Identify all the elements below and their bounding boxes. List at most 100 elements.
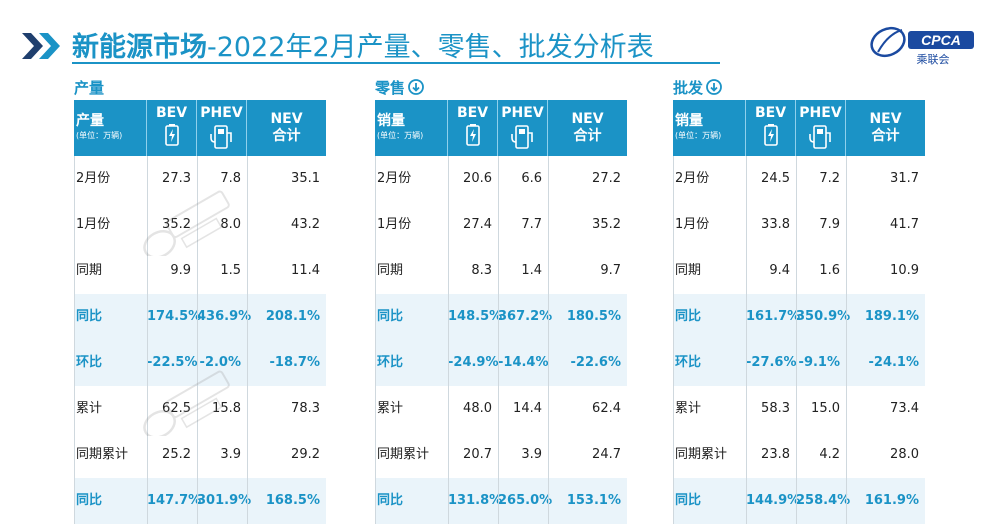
battery-icon [763, 124, 778, 146]
column-divider [448, 156, 449, 524]
row-label: 2月份 [377, 171, 412, 186]
table-row: 同比 131.8% 265.0% 153.1% [375, 478, 627, 524]
section-label-text: 批发 [673, 78, 704, 97]
row-label: 环比 [76, 355, 103, 370]
cell-phev: 6.6 [521, 171, 542, 186]
row-label: 环比 [675, 355, 702, 370]
header-metric-name: 产量 [76, 113, 104, 129]
header-cell-bev: BEV [746, 100, 796, 156]
header-nev-label: NEV [571, 111, 604, 127]
cell-phev: 436.9% [197, 309, 252, 324]
header-cell-phev: PHEV [498, 100, 548, 156]
cell-phev: 3.9 [521, 447, 542, 462]
row-label: 同比 [675, 493, 702, 508]
table-left-edge [74, 156, 75, 524]
cell-phev: 7.7 [521, 217, 542, 232]
header-cell-phev: PHEV [796, 100, 846, 156]
table-row: 环比 -22.5% -2.0% -18.7% [74, 340, 326, 386]
header-metric-name: 销量 [675, 113, 703, 129]
cell-bev: -24.9% [448, 355, 499, 370]
cell-bev: 33.8 [761, 217, 790, 232]
title-underline [72, 62, 720, 64]
header-nev-sub-label: 合计 [573, 128, 602, 144]
column-divider [197, 156, 198, 524]
cell-nev: 9.7 [600, 263, 621, 278]
cell-nev: 180.5% [566, 309, 621, 324]
header-bev-label: BEV [155, 105, 188, 121]
page-header: 新能源市场-2022年2月产量、零售、批发分析表 CPCA 乘联会 [0, 0, 1000, 74]
page-title-bold: 新能源市场 [72, 32, 207, 63]
table-row: 同期 9.4 1.6 10.9 [673, 248, 925, 294]
cell-bev: 8.3 [471, 263, 492, 278]
table-row: 环比 -24.9% -14.4% -22.6% [375, 340, 627, 386]
section-label: 零售 [375, 76, 424, 98]
table-row: 同期 8.3 1.4 9.7 [375, 248, 627, 294]
table-header: 产量 (单位：万辆) BEV PHEV NEV 合计 [74, 100, 326, 156]
header-nev-sub-label: 合计 [272, 128, 301, 144]
table-row: 同比 147.7% 301.9% 168.5% [74, 478, 326, 524]
charging-station-icon [510, 125, 533, 149]
header-nev-sub-label: 合计 [871, 128, 900, 144]
cell-phev: 15.8 [212, 401, 241, 416]
table-row: 2月份 27.3 7.8 35.1 [74, 156, 326, 202]
section-label: 批发 [673, 76, 722, 98]
header-phev-label: PHEV [200, 105, 243, 121]
cell-phev: 14.4 [513, 401, 542, 416]
page-title: 新能源市场-2022年2月产量、零售、批发分析表 [72, 25, 654, 64]
table-row: 1月份 35.2 8.0 43.2 [74, 202, 326, 248]
cell-bev: 20.6 [463, 171, 492, 186]
row-label: 1月份 [377, 217, 412, 232]
cell-nev: 62.4 [592, 401, 621, 416]
cell-phev: 1.6 [819, 263, 840, 278]
column-divider [498, 156, 499, 524]
battery-icon [164, 124, 179, 146]
column-divider [247, 156, 248, 524]
cell-nev: 168.5% [265, 493, 320, 508]
cell-bev: 131.8% [448, 493, 503, 508]
cell-phev: 7.2 [819, 171, 840, 186]
row-label: 1月份 [675, 217, 710, 232]
battery-icon-wrap [465, 124, 480, 150]
battery-icon-wrap [164, 124, 179, 150]
cell-nev: 10.9 [890, 263, 919, 278]
cell-bev: 20.7 [463, 447, 492, 462]
cell-bev: 27.4 [463, 217, 492, 232]
header-bev-label: BEV [456, 105, 489, 121]
header-cell-metric: 销量 (单位：万辆) [673, 100, 746, 156]
header-metric-name: 销量 [377, 113, 405, 129]
cell-bev: 24.5 [761, 171, 790, 186]
cell-bev: 23.8 [761, 447, 790, 462]
row-label: 同期累计 [76, 447, 129, 462]
down-arrow-circle-icon [408, 79, 424, 95]
table-row: 累计 62.5 15.8 78.3 [74, 386, 326, 432]
cell-bev: 62.5 [162, 401, 191, 416]
cell-nev: 29.2 [291, 447, 320, 462]
cell-phev: 258.4% [796, 493, 851, 508]
cell-bev: 174.5% [147, 309, 202, 324]
header-phev-label: PHEV [501, 105, 544, 121]
charging-icon-wrap [209, 124, 234, 154]
row-label: 同期 [377, 263, 404, 278]
table-row: 累计 48.0 14.4 62.4 [375, 386, 627, 432]
section-label: 产量 [74, 76, 104, 98]
page-title-rest: -2022年2月产量、零售、批发分析表 [207, 32, 654, 63]
table-row: 环比 -27.6% -9.1% -24.1% [673, 340, 925, 386]
cell-phev: 367.2% [498, 309, 553, 324]
cell-phev: -14.4% [498, 355, 549, 370]
table-row: 同比 148.5% 367.2% 180.5% [375, 294, 627, 340]
cell-nev: 161.9% [864, 493, 919, 508]
table-row: 同期累计 20.7 3.9 24.7 [375, 432, 627, 478]
row-label: 累计 [76, 401, 103, 416]
cell-bev: 144.9% [746, 493, 801, 508]
table-row: 同期累计 25.2 3.9 29.2 [74, 432, 326, 478]
charging-icon-wrap [510, 124, 535, 154]
cell-phev: 15.0 [811, 401, 840, 416]
row-label: 2月份 [76, 171, 111, 186]
column-divider [147, 156, 148, 524]
cell-nev: -18.7% [269, 355, 321, 370]
cell-phev: 1.4 [521, 263, 542, 278]
cell-phev: 7.8 [220, 171, 241, 186]
cell-nev: 28.0 [890, 447, 919, 462]
cell-nev: 73.4 [890, 401, 919, 416]
cell-bev: 148.5% [448, 309, 503, 324]
